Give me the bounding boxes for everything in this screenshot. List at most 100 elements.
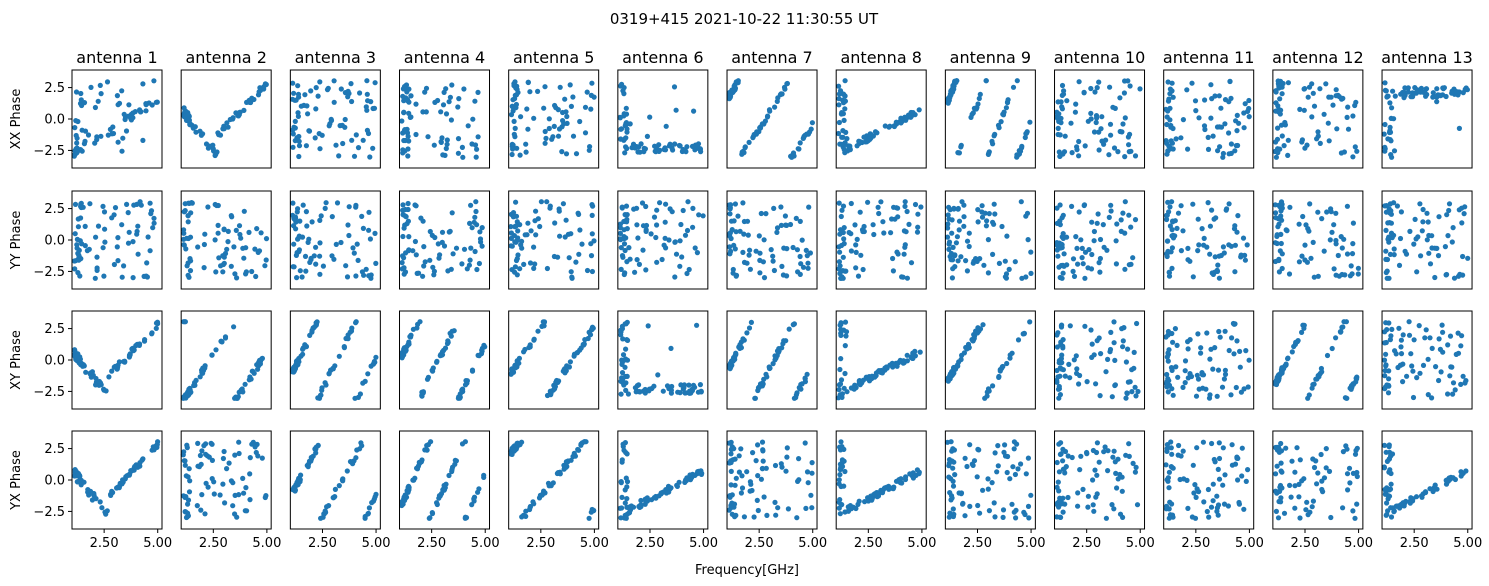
data-point <box>843 329 850 335</box>
data-point <box>588 253 595 259</box>
data-point <box>1461 211 1467 217</box>
data-point <box>990 141 996 147</box>
data-point <box>1244 242 1250 248</box>
data-point <box>1242 101 1248 107</box>
data-point <box>1168 365 1175 371</box>
data-point <box>518 242 524 248</box>
data-point <box>372 494 378 500</box>
data-point <box>216 132 222 138</box>
data-point <box>654 222 660 228</box>
data-point <box>1294 445 1300 451</box>
y-tick-label: 0.0 <box>44 474 65 489</box>
data-point <box>1132 153 1139 159</box>
data-point <box>512 365 519 371</box>
data-point <box>74 236 80 242</box>
data-point <box>1002 453 1009 459</box>
data-point <box>220 253 226 259</box>
data-point <box>619 253 626 259</box>
data-point <box>640 247 646 253</box>
data-point <box>623 346 629 352</box>
data-point <box>1383 362 1389 368</box>
data-point <box>584 89 590 95</box>
data-point <box>778 222 785 228</box>
data-point <box>1071 273 1078 279</box>
data-point <box>93 382 99 388</box>
data-point <box>1169 330 1175 337</box>
data-point <box>621 271 627 278</box>
data-point <box>1174 225 1180 231</box>
data-point <box>1226 347 1232 354</box>
axes-frame <box>726 190 818 290</box>
data-point <box>1245 384 1251 390</box>
data-point <box>619 494 625 500</box>
data-point <box>1435 253 1442 259</box>
data-point <box>1106 214 1112 220</box>
data-point <box>1227 78 1233 84</box>
data-point <box>730 266 736 273</box>
data-point <box>205 204 211 210</box>
data-point <box>1059 366 1065 372</box>
data-point <box>209 441 215 447</box>
data-point <box>82 243 88 249</box>
data-point <box>663 123 669 129</box>
data-point <box>542 140 548 146</box>
data-point <box>294 361 300 367</box>
data-point <box>1164 216 1170 223</box>
data-point <box>1353 99 1359 105</box>
data-point <box>149 331 155 337</box>
data-point <box>240 389 246 395</box>
data-point <box>1350 508 1356 514</box>
data-point <box>413 101 419 107</box>
data-point <box>1112 382 1118 389</box>
data-point <box>646 388 652 394</box>
data-point <box>225 239 231 245</box>
data-point <box>970 110 976 116</box>
data-point <box>1221 376 1227 382</box>
data-point <box>844 136 850 142</box>
axes-frame <box>508 190 600 290</box>
data-point <box>956 218 963 224</box>
data-point <box>1075 261 1081 267</box>
data-point <box>740 148 746 154</box>
x-tick-label: 5.00 <box>689 536 718 551</box>
data-point <box>1352 515 1358 521</box>
data-point <box>232 271 238 277</box>
data-point <box>1297 457 1303 463</box>
data-point <box>292 488 298 494</box>
axes-frame <box>399 430 491 530</box>
panel-1-7 <box>835 190 927 290</box>
data-point <box>1234 112 1240 118</box>
data-point <box>1231 351 1237 357</box>
data-point <box>576 251 582 257</box>
data-point <box>1386 368 1392 374</box>
data-point <box>945 221 951 227</box>
data-point <box>1310 90 1316 96</box>
data-point <box>1056 504 1062 510</box>
y-tick-label: 2.5 <box>44 81 65 96</box>
data-point <box>1119 488 1125 494</box>
data-point <box>1424 237 1430 243</box>
axes-frame <box>1381 310 1473 410</box>
data-point <box>531 244 537 250</box>
data-point <box>1074 366 1080 372</box>
data-point <box>1166 347 1172 353</box>
axes-frame <box>289 190 381 290</box>
data-point <box>838 439 844 445</box>
data-point <box>1277 484 1283 490</box>
data-point <box>402 492 408 498</box>
data-point <box>958 144 964 150</box>
data-point <box>449 328 455 334</box>
data-point <box>728 459 734 466</box>
data-point <box>317 271 323 277</box>
data-point <box>806 204 812 210</box>
data-point <box>918 204 924 210</box>
data-point <box>425 442 431 448</box>
data-point <box>1072 109 1078 115</box>
data-point <box>1182 358 1189 364</box>
data-point <box>1234 128 1240 134</box>
panel-title: antenna 6 <box>622 48 703 67</box>
data-point <box>119 148 125 154</box>
data-point <box>1239 445 1245 451</box>
data-point <box>199 492 205 498</box>
